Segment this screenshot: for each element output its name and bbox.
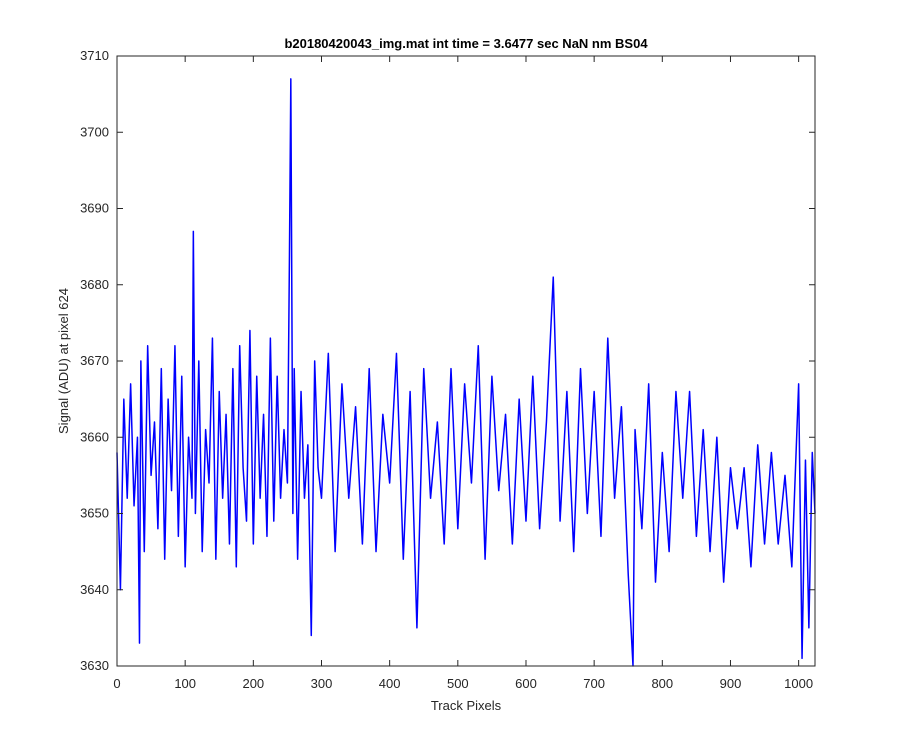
y-tick-label: 3640 xyxy=(80,582,109,597)
x-tick-label: 400 xyxy=(379,676,401,691)
x-tick-label: 1000 xyxy=(784,676,813,691)
y-tick-label: 3650 xyxy=(80,506,109,521)
y-tick-label: 3690 xyxy=(80,201,109,216)
x-axis-title: Track Pixels xyxy=(431,698,502,713)
x-tick-label: 200 xyxy=(242,676,264,691)
series-layer xyxy=(116,78,816,667)
x-tick-label: 600 xyxy=(515,676,537,691)
y-tick-label: 3710 xyxy=(80,48,109,63)
series-line-0 xyxy=(116,78,816,667)
y-tick-label: 3630 xyxy=(80,658,109,673)
chart-title: b20180420043_img.mat int time = 3.6477 s… xyxy=(284,36,648,51)
x-tick-label: 100 xyxy=(174,676,196,691)
y-ticks: 3630 3640 3650 3660 3670 3680 3690 3700 3710 xyxy=(80,48,815,673)
x-tick-label: 0 xyxy=(113,676,120,691)
plot-area-background xyxy=(117,56,815,666)
y-axis-title: Signal (ADU) at pixel 624 xyxy=(56,288,71,434)
x-tick-label: 300 xyxy=(311,676,333,691)
x-tick-label: 500 xyxy=(447,676,469,691)
y-tick-label: 3670 xyxy=(80,353,109,368)
y-tick-label: 3700 xyxy=(80,124,109,139)
y-tick-label: 3680 xyxy=(80,277,109,292)
x-tick-label: 700 xyxy=(583,676,605,691)
y-tick-label: 3660 xyxy=(80,429,109,444)
x-ticks: 0 100 200 300 400 500 600 700 800 900 1000 xyxy=(113,56,813,691)
x-tick-label: 800 xyxy=(651,676,673,691)
x-tick-label: 900 xyxy=(720,676,742,691)
